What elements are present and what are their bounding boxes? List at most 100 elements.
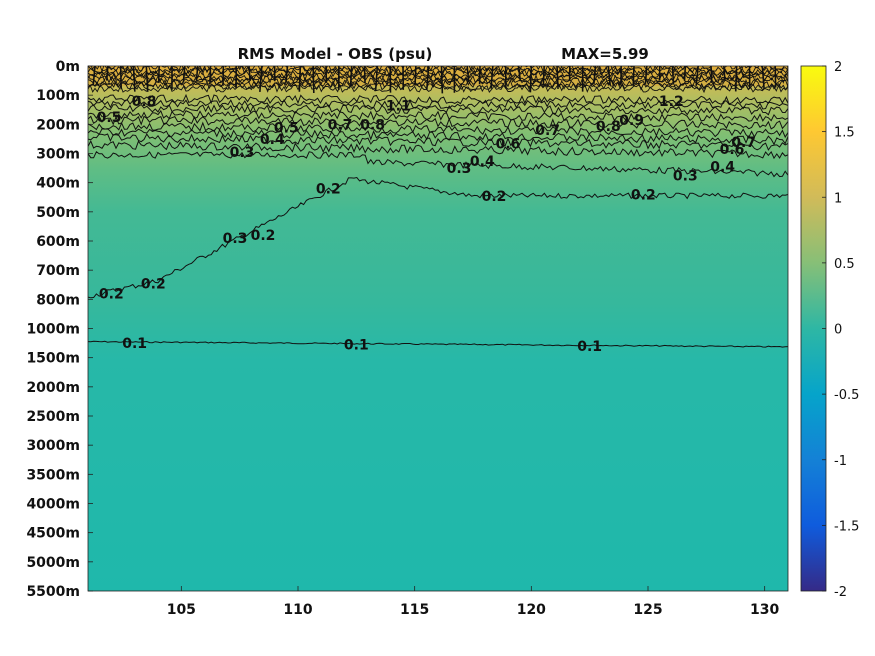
surface-contour-tick [298, 66, 302, 92]
surface-contour-tick [105, 66, 109, 81]
depth-tick-label: 0m [56, 59, 80, 75]
surface-contour-line [88, 81, 788, 91]
colorbar-tick-label: 2 [834, 60, 842, 75]
surface-contour-tick [466, 66, 470, 83]
depth-axis: 0m 100m 200m 300m 400m 500m 600m 700m 800m 1000m 1… [26, 59, 93, 600]
contour-line-1.1 [88, 98, 788, 110]
contour-label: 0.9 [619, 113, 644, 129]
depth-tick-label: 300m [36, 147, 80, 163]
depth-tick-label: 700m [36, 263, 80, 279]
contour-label: 0.2 [631, 187, 656, 203]
surface-contour-tick [284, 66, 289, 84]
surface-contour-tick [607, 66, 611, 86]
lon-tick-label: 115 [400, 602, 429, 618]
colorbar: 2 1.5 1 0.5 0 -0.5 -1 -1.5 -2 [800, 60, 859, 600]
surface-contour-tick [259, 66, 263, 93]
contour-label: 1.1 [386, 98, 411, 114]
surface-contour-tick [695, 66, 699, 86]
colorbar-tick-label: 1 [834, 191, 842, 206]
colorbar-tick-label: -1.5 [834, 519, 859, 534]
contour-label: 0.8 [132, 94, 157, 110]
depth-tick-label: 3000m [26, 438, 80, 454]
contour-label: 0.7 [328, 117, 353, 133]
contour-label: 0.1 [122, 336, 147, 352]
surface-contour-tick [312, 66, 315, 93]
surface-contour-tick [723, 66, 726, 81]
surface-contour-tick [529, 66, 533, 93]
contour-lines [88, 93, 788, 348]
surface-contour-tick [195, 66, 199, 81]
contour-label: 0.8 [360, 117, 385, 133]
contour-label: 0.7 [731, 135, 756, 151]
surface-contour-tick [132, 66, 136, 92]
contour-line-0.8 [88, 115, 788, 130]
surface-contour-tick [556, 66, 559, 89]
contour-label: 1.2 [659, 94, 684, 110]
depth-tick-label: 2500m [26, 409, 80, 425]
contour-label: 0.1 [344, 338, 369, 354]
surface-contour-tick [761, 66, 765, 89]
contour-label: 0.8 [596, 119, 621, 135]
depth-tick-label: 4500m [26, 526, 80, 542]
contour-line-0.1 [88, 340, 788, 348]
contour-line-0.2 [88, 176, 788, 299]
contour-line-0.5 [88, 133, 788, 151]
surface-contour-tick [374, 66, 379, 91]
contour-label: 0.3 [230, 145, 255, 161]
contour-line-0.4 [88, 140, 788, 160]
contour-line-0.9 [88, 109, 788, 122]
contour-label: 0.6 [720, 142, 745, 158]
surface-contour-tick [248, 66, 251, 82]
surface-contour-line [88, 83, 788, 94]
contour-label: 0.5 [97, 110, 122, 126]
surface-contour-tick [414, 66, 417, 86]
depth-tick-label: 5500m [26, 584, 80, 600]
chart-title: RMS Model - OBS (psu) [238, 45, 433, 63]
longitude-axis: 105 110 115 120 125 130 [167, 586, 780, 618]
surface-contour-tick [440, 66, 444, 94]
contour-label: 0.3 [447, 161, 472, 177]
surface-contour-tick [710, 66, 713, 83]
depth-tick-label: 600m [36, 234, 80, 250]
lon-tick-label: 125 [633, 602, 662, 618]
contour-label: 0.5 [274, 120, 299, 136]
max-value-label: MAX=5.99 [561, 45, 649, 63]
surface-contour-tick [683, 66, 687, 81]
surface-contour-line [88, 74, 788, 84]
contour-line-0.6 [88, 128, 788, 146]
contour-label: 0.2 [99, 287, 124, 303]
contour-label: 0.4 [470, 154, 495, 170]
contour-label: 0.3 [223, 231, 248, 247]
contour-line-0.7 [88, 121, 788, 139]
depth-tick-label: 800m [36, 292, 80, 308]
surface-contour-tick [363, 66, 366, 84]
contour-line-1 [88, 103, 788, 116]
surface-contour-line [88, 78, 788, 89]
contour-label: 0.2 [482, 189, 507, 205]
surface-contour-tick [517, 66, 522, 82]
surface-contour-tick [644, 66, 648, 85]
depth-tick-label: 3500m [26, 467, 80, 483]
contour-label: 0.2 [251, 228, 276, 244]
contour-label: 0.1 [577, 339, 602, 355]
surface-contour-tick [349, 66, 353, 86]
lon-tick-label: 110 [283, 602, 312, 618]
contour-label: 0.4 [710, 160, 735, 176]
surface-contour-tick [593, 66, 597, 85]
surface-contour-tick [182, 66, 186, 83]
surface-contour-tick [542, 66, 545, 86]
depth-tick-label: 1500m [26, 351, 80, 367]
surface-contour-tick [671, 66, 675, 84]
depth-tick-label: 100m [36, 88, 80, 104]
colorbar-tick-label: 1.5 [834, 126, 855, 141]
colorbar-tick-label: 0.5 [834, 257, 855, 272]
colorbar-tick-label: -1 [834, 454, 847, 469]
lon-tick-label: 130 [750, 602, 779, 618]
depth-tick-label: 200m [36, 117, 80, 133]
contour-label: 0.7 [535, 123, 560, 139]
colorbar-tick-label: 0 [834, 323, 842, 338]
surface-contour-tick [92, 66, 96, 86]
lon-tick-label: 105 [167, 602, 196, 618]
surface-contour-line [88, 76, 788, 87]
